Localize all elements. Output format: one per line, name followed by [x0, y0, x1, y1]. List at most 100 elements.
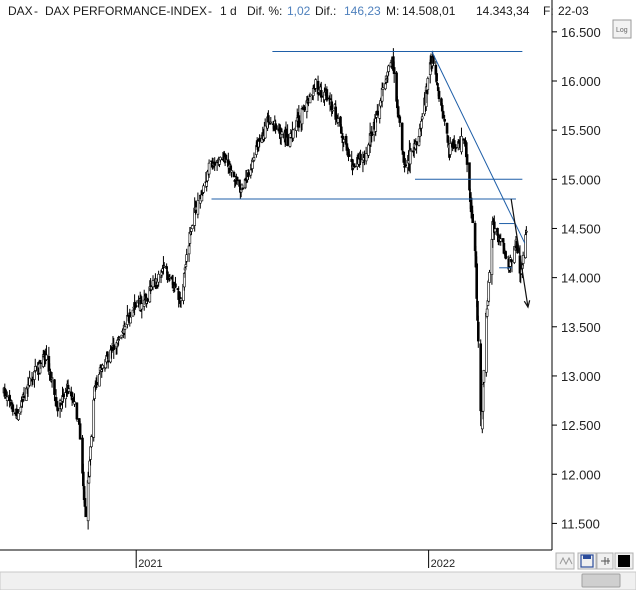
candle-body	[240, 184, 244, 191]
candle-body	[179, 298, 183, 301]
candle-body	[445, 122, 449, 134]
y-tick-label: 15.000	[561, 172, 601, 187]
candle-body	[182, 273, 186, 288]
candle-body	[83, 498, 87, 507]
candle-body	[374, 118, 378, 132]
y-tick-label: 16.000	[561, 74, 601, 89]
candle-body	[454, 147, 458, 149]
candle-body	[78, 418, 81, 424]
candle-body	[462, 138, 466, 141]
candle-body	[473, 222, 477, 251]
header-name: DAX PERFORMANCE-INDEX	[45, 4, 207, 18]
candle-body	[5, 396, 9, 401]
candle-body	[426, 78, 430, 91]
candle-body	[297, 115, 301, 128]
candle-body	[235, 176, 239, 182]
candle-body	[275, 125, 278, 130]
candle-body	[342, 139, 345, 143]
candle-body	[364, 153, 368, 162]
candle-body	[148, 286, 152, 303]
candle-body	[39, 362, 43, 365]
candle-body	[185, 254, 188, 262]
y-tick-label: 11.500	[561, 516, 600, 531]
candle-body	[89, 446, 92, 460]
candle-body	[55, 401, 59, 408]
candle-body	[9, 399, 12, 401]
candle-body	[460, 136, 463, 153]
candle-body	[73, 401, 76, 405]
candle-body	[267, 115, 270, 123]
candle-body	[493, 221, 496, 233]
candle-body	[402, 151, 406, 163]
candle-body	[376, 110, 379, 116]
candle-body	[513, 246, 516, 263]
candle-body	[183, 267, 187, 271]
candle-body	[184, 264, 188, 267]
header-separator: -	[34, 4, 38, 18]
pin-icon[interactable]	[601, 557, 610, 565]
candle-body	[392, 67, 396, 74]
candle-body	[479, 343, 483, 412]
candle-body	[525, 230, 528, 233]
candle-body	[348, 154, 351, 157]
candle-body	[353, 165, 357, 168]
candle-body	[300, 108, 304, 125]
candle-body	[396, 106, 400, 114]
candle-body	[319, 90, 323, 98]
y-tick-label: 13.000	[561, 369, 601, 384]
candle-body	[481, 383, 485, 412]
candle-body	[129, 316, 132, 324]
header-dif-label: Dif.:	[315, 4, 336, 18]
candle-body	[485, 308, 489, 317]
color-swatch-icon[interactable]	[618, 555, 630, 567]
candle-body	[33, 366, 37, 371]
candle-body	[92, 399, 96, 438]
candle-body	[274, 123, 277, 126]
candle-body	[50, 377, 54, 379]
y-tick-label: 14.000	[561, 271, 601, 286]
y-tick-label: 12.000	[561, 467, 601, 482]
candle-body	[291, 129, 295, 139]
y-tick-label: 14.500	[561, 221, 601, 236]
candle-body	[400, 122, 404, 151]
candle-body	[398, 116, 402, 123]
candle-body	[420, 120, 423, 129]
candle-body	[88, 460, 92, 477]
candle-body	[190, 225, 194, 230]
candle-body	[408, 149, 412, 165]
candle-body	[476, 300, 479, 321]
candle-body	[140, 303, 144, 310]
candle-body	[487, 280, 491, 302]
candle-body	[499, 238, 503, 242]
candle-body	[146, 298, 149, 302]
candle-body	[308, 96, 312, 104]
candle-body	[440, 104, 444, 112]
candle-body	[86, 480, 90, 522]
candle-body	[502, 243, 506, 254]
candle-body	[17, 413, 20, 420]
candle-body	[510, 260, 514, 262]
candle-body	[475, 263, 478, 299]
candle-body	[482, 369, 486, 383]
scrollbar-thumb[interactable]	[581, 573, 621, 588]
candle-body	[496, 227, 499, 236]
candle-body	[112, 344, 116, 350]
candle-body	[471, 213, 474, 224]
candle-body	[280, 131, 284, 135]
candle-body	[90, 436, 93, 448]
candle-body	[207, 162, 211, 175]
candle-body	[157, 273, 160, 283]
compress-icon[interactable]	[559, 556, 573, 566]
log-toggle-button[interactable]: Log	[612, 19, 632, 39]
candle-body	[67, 388, 71, 392]
candle-body	[476, 321, 480, 342]
candle-body	[95, 382, 99, 386]
candle-body	[485, 312, 488, 373]
horizontal-scrollbar[interactable]	[0, 571, 636, 590]
candle-body	[288, 137, 292, 147]
candle-body	[187, 245, 191, 255]
candle-body	[82, 471, 85, 487]
save-icon[interactable]	[580, 554, 594, 568]
candle-body	[493, 228, 497, 233]
candle-body	[404, 164, 407, 167]
